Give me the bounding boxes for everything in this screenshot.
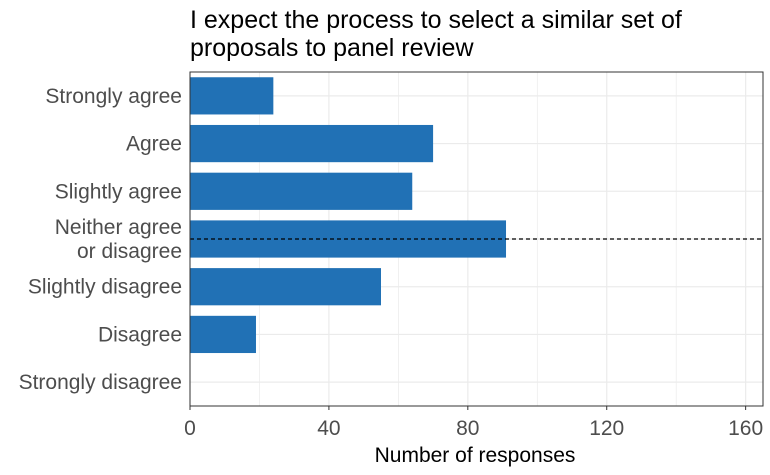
- chart-title-line-1: I expect the process to select a similar…: [190, 6, 682, 34]
- plot-frame: [189, 71, 764, 407]
- category-label: Agree: [126, 133, 182, 156]
- bars: [190, 77, 507, 354]
- bar: [190, 77, 274, 115]
- x-axis-title: Number of responses: [375, 444, 576, 467]
- category-label: Strongly agree: [45, 85, 182, 108]
- category-label: Slightly disagree: [28, 276, 182, 299]
- category-label: Disagree: [98, 323, 182, 346]
- category-label: Strongly disagree: [19, 371, 182, 394]
- x-tick-label: 0: [184, 417, 196, 440]
- x-tick-label: 80: [456, 417, 479, 440]
- chart-title: I expect the process to select a similar…: [190, 6, 682, 62]
- bar: [190, 124, 434, 163]
- bar: [190, 315, 256, 354]
- category-label: Neither agree: [55, 216, 182, 239]
- category-labels: Strongly agree Agree Slightly agree Neither…: [19, 85, 182, 394]
- category-label: or disagree: [77, 240, 182, 263]
- x-tick-label: 40: [317, 417, 340, 440]
- bar: [190, 172, 413, 210]
- x-tick-labels: 0 40 80 120 160: [184, 406, 763, 440]
- category-label: Slightly agree: [55, 180, 182, 203]
- bar: [190, 268, 381, 306]
- x-tick-label: 120: [589, 417, 624, 440]
- chart-title-line-2: proposals to panel review: [190, 34, 474, 62]
- x-tick-label: 160: [728, 417, 763, 440]
